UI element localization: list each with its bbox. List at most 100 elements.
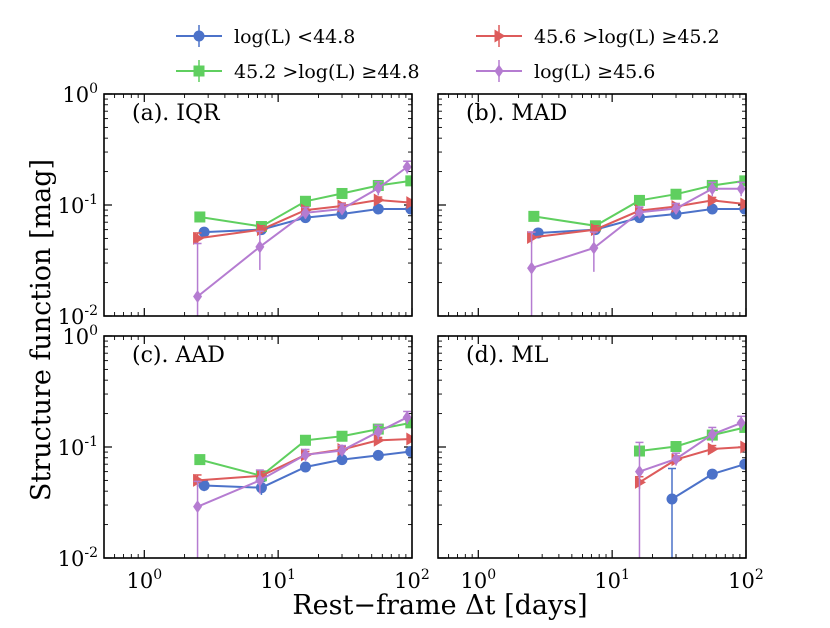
series-s4-marker-2 <box>300 206 310 220</box>
series-line-s4 <box>531 187 742 270</box>
series-s4-marker-3 <box>337 202 347 216</box>
legend-marker-3 <box>494 64 504 78</box>
series-s4-marker-2 <box>707 427 717 441</box>
series-s4-marker-2 <box>634 205 644 219</box>
series-s2-marker-2 <box>299 195 311 207</box>
legend-item-s4: log(L) ≥45.6 <box>476 60 655 83</box>
series-s1-marker-0 <box>666 493 678 505</box>
panel-3: (c). AAD <box>103 335 413 559</box>
panel-label: (a). IQR <box>132 101 221 126</box>
legend-marker-1 <box>494 29 506 43</box>
legend-label: log(L) <44.8 <box>234 26 355 48</box>
x-tick-label: 101 <box>260 567 296 593</box>
series-s1-marker-2 <box>739 458 746 470</box>
series-s3-marker-0 <box>193 231 205 245</box>
y-tick-label: 10-2 <box>58 545 98 571</box>
series-s2-marker-5 <box>405 417 412 429</box>
series-s3-marker-5 <box>406 432 412 446</box>
y-tick-label: 10-1 <box>58 434 98 460</box>
legend-label: log(L) ≥45.6 <box>534 61 655 83</box>
panel-label: (b). MAD <box>466 101 567 126</box>
panel-2: (b). MAD <box>437 93 747 317</box>
panel-frame <box>437 93 747 317</box>
plot-area <box>193 160 412 316</box>
series-s2-marker-5 <box>405 175 412 187</box>
legend-item-s3: 45.6 >log(L) ≥45.2 <box>476 25 720 48</box>
series-line-s4 <box>197 416 408 508</box>
series-s2-marker-5 <box>739 175 746 187</box>
legend: log(L) <44.8 45.6 >log(L) ≥45.2 45.2 >log(… <box>176 25 720 83</box>
legend-marker-0 <box>193 30 205 42</box>
axis-ticks <box>437 335 747 559</box>
series-s1-marker-4 <box>706 203 718 215</box>
series-s3-marker-4 <box>707 193 719 207</box>
panel-frame <box>103 93 413 317</box>
panel-1: (a). IQR <box>103 93 413 317</box>
series-s4-marker-3 <box>671 201 681 215</box>
legend-label: 45.6 >log(L) ≥45.2 <box>534 26 720 48</box>
legend-item-s2: 45.2 >log(L) ≥44.8 <box>176 60 420 83</box>
series-s2-marker-0 <box>528 210 540 222</box>
y-tick-label: 100 <box>62 81 98 107</box>
series-s3-marker-2 <box>707 442 719 456</box>
series-s1-marker-0 <box>198 226 210 238</box>
series-s1-marker-0 <box>198 479 210 491</box>
x-tick-label: 102 <box>394 567 430 593</box>
series-s1-marker-4 <box>372 203 384 215</box>
series-s1-marker-4 <box>372 449 384 461</box>
series-s4 <box>193 410 412 558</box>
series-line-s4 <box>196 166 408 298</box>
axis-ticks <box>103 93 413 317</box>
series-s3-marker-5 <box>740 197 746 211</box>
series-s2-marker-2 <box>299 434 311 446</box>
series-s2-marker-3 <box>336 430 348 442</box>
series-s3-marker-0 <box>527 230 539 244</box>
series-s4-marker-4 <box>707 182 717 196</box>
series-line-s4 <box>639 421 742 473</box>
series-s2-marker-3 <box>336 187 348 199</box>
series-s4-marker-5 <box>402 160 412 174</box>
series-s4-marker-5 <box>402 410 412 424</box>
series-s4-marker-4 <box>373 425 383 439</box>
panel-frame <box>103 335 413 559</box>
series-s2-marker-0 <box>194 211 206 223</box>
series-line-s1 <box>671 463 746 500</box>
series-s4-marker-1 <box>255 240 265 254</box>
series-s1-marker-3 <box>336 454 348 466</box>
series-s4 <box>193 160 412 316</box>
x-axis-label: Rest−frame Δt [days] <box>292 590 587 621</box>
series-s4-marker-0 <box>634 465 644 479</box>
series-s3-marker-0 <box>193 473 205 487</box>
legend-item-s1: log(L) <44.8 <box>176 25 355 48</box>
series-s4-marker-4 <box>373 181 383 195</box>
plot-area <box>633 415 746 558</box>
series-s1-marker-5 <box>405 446 412 458</box>
series-s3-marker-3 <box>740 440 746 454</box>
series-s4-marker-0 <box>193 500 203 514</box>
series-s1 <box>666 458 746 558</box>
y-tick-label: 10-1 <box>58 192 98 218</box>
panels: (a). IQR (b). MAD (c). AAD (d). ML <box>103 93 747 559</box>
series-s4-marker-3 <box>736 416 746 430</box>
series-s3-marker-4 <box>373 193 385 207</box>
series-s2-marker-1 <box>670 441 682 453</box>
series-s4-marker-1 <box>255 473 265 487</box>
panel-label: (c). AAD <box>132 343 225 368</box>
plot-area <box>527 175 746 316</box>
x-tick-label: 100 <box>460 567 496 593</box>
series-s4-marker-1 <box>589 241 599 255</box>
x-tick-label: 101 <box>594 567 630 593</box>
series-s3-marker-5 <box>406 196 412 210</box>
series-s4-marker-0 <box>193 289 203 303</box>
y-tick-label: 10-2 <box>58 303 98 329</box>
panel-frame <box>437 335 747 559</box>
series-s4 <box>527 181 746 316</box>
series-s4-marker-2 <box>300 448 310 462</box>
series-s1-marker-1 <box>706 468 718 480</box>
legend-label: 45.2 >log(L) ≥44.8 <box>234 61 420 83</box>
y-axis-label: Structure function [mag] <box>26 159 57 501</box>
series-s2-marker-2 <box>633 194 645 206</box>
series-s2-marker-0 <box>194 454 206 466</box>
